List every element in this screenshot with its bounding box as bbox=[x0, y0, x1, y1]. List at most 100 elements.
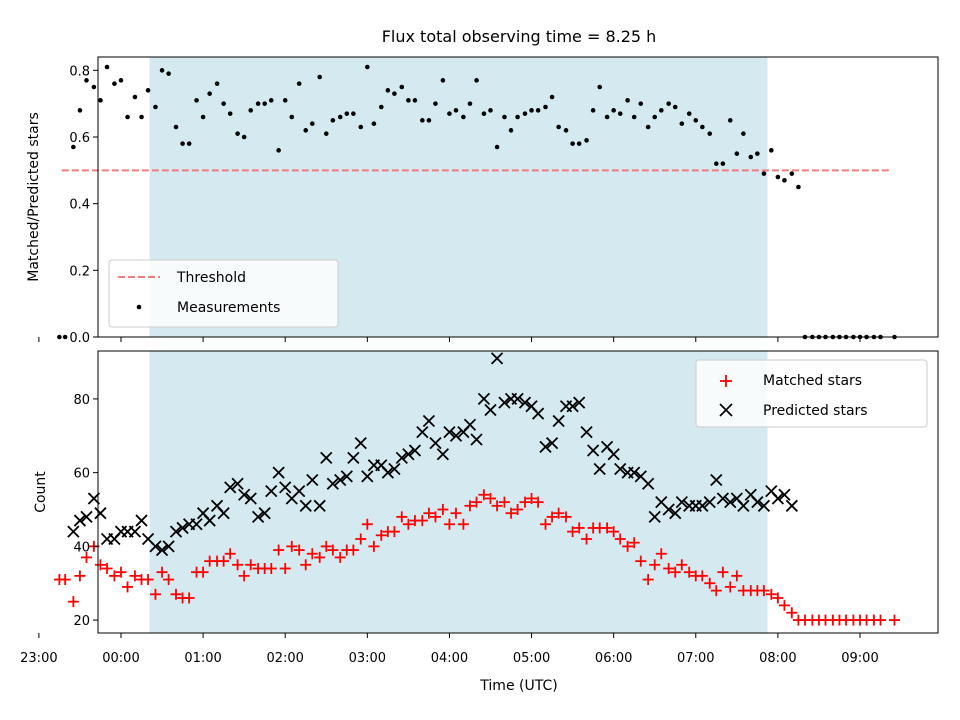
measurement-point bbox=[625, 98, 630, 103]
measurement-point bbox=[153, 104, 158, 110]
matched-point bbox=[361, 518, 373, 530]
matched-point bbox=[300, 559, 312, 571]
count-legend-box bbox=[695, 359, 928, 428]
measurement-point bbox=[221, 101, 226, 106]
measurement-point bbox=[241, 134, 247, 140]
measurement-point bbox=[529, 108, 534, 113]
matched-point bbox=[683, 566, 695, 578]
matched-point bbox=[642, 574, 654, 586]
matched-point bbox=[519, 496, 531, 508]
predicted-point bbox=[716, 492, 730, 505]
matched-point bbox=[115, 566, 127, 578]
matched-point bbox=[560, 511, 572, 523]
matched-point bbox=[327, 544, 339, 556]
measurement-point bbox=[194, 98, 199, 103]
matched-point bbox=[183, 592, 195, 604]
predicted-point bbox=[416, 425, 429, 439]
predicted-point bbox=[217, 507, 230, 520]
measurement-point bbox=[268, 98, 274, 103]
matched-point bbox=[355, 533, 367, 545]
measurement-point bbox=[755, 151, 760, 156]
measurement-point bbox=[337, 114, 343, 120]
matched-point bbox=[567, 526, 579, 538]
measurement-point bbox=[570, 141, 575, 146]
measurement-point bbox=[576, 141, 582, 146]
matched-point bbox=[704, 577, 716, 589]
panel-count-frame bbox=[97, 350, 939, 634]
measurement-point bbox=[679, 121, 685, 126]
predicted-point bbox=[771, 492, 785, 505]
measurement-point bbox=[713, 161, 719, 166]
predicted-point bbox=[162, 540, 175, 553]
predicted-point bbox=[320, 451, 333, 465]
measurement-point bbox=[125, 114, 130, 120]
predicted-point bbox=[757, 499, 771, 512]
matched-point bbox=[484, 492, 496, 504]
measurement-point bbox=[262, 101, 267, 106]
predicted-point bbox=[566, 400, 579, 413]
predicted-point bbox=[340, 470, 353, 483]
ratio-y-axis-label: Matched/Predicted stars bbox=[26, 112, 42, 282]
matched-point bbox=[375, 529, 387, 541]
matched-point bbox=[655, 548, 667, 560]
predicted-point bbox=[477, 392, 491, 406]
matched-point bbox=[526, 492, 538, 504]
matched-point bbox=[772, 592, 784, 604]
matched-point bbox=[314, 551, 326, 563]
matched-point bbox=[108, 570, 120, 582]
ratio-ytick-label: 0.8 bbox=[69, 64, 90, 79]
predicted-point bbox=[422, 414, 436, 428]
predicted-point bbox=[334, 473, 347, 487]
count-legend: Matched stars Predicted stars bbox=[695, 359, 928, 428]
measurement-point bbox=[522, 111, 528, 116]
measurement-point bbox=[502, 114, 507, 120]
matched-point bbox=[142, 574, 154, 586]
matched-point bbox=[532, 496, 544, 508]
measurement-point bbox=[255, 101, 261, 106]
predicted-point bbox=[443, 425, 456, 439]
count-ytick-label: 60 bbox=[73, 467, 90, 482]
count-y-axis-label: Count bbox=[33, 471, 49, 513]
measurement-point bbox=[399, 84, 405, 90]
measurement-point bbox=[276, 148, 281, 153]
matched-point bbox=[471, 496, 483, 508]
matched-point bbox=[423, 507, 435, 519]
predicted-point bbox=[67, 525, 80, 538]
measurement-point bbox=[330, 118, 336, 123]
matched-point bbox=[129, 570, 141, 582]
measurement-point bbox=[371, 121, 377, 126]
matched-point bbox=[717, 566, 729, 578]
matched-point bbox=[388, 526, 400, 538]
matched-point bbox=[156, 566, 168, 578]
matched-point bbox=[279, 562, 291, 574]
matched-point bbox=[218, 555, 230, 567]
xtick-label: 08:00 bbox=[759, 651, 796, 666]
predicted-point bbox=[408, 444, 422, 457]
predicted-point bbox=[490, 352, 504, 365]
predicted-point bbox=[586, 444, 600, 457]
measurement-point bbox=[461, 114, 466, 120]
predicted-point bbox=[511, 392, 524, 406]
predicted-point bbox=[347, 451, 360, 465]
predicted-point bbox=[169, 525, 183, 538]
predicted-point bbox=[703, 496, 716, 509]
matched-point bbox=[402, 518, 414, 530]
matched-point bbox=[778, 599, 790, 611]
measurement-point bbox=[180, 141, 185, 146]
matched-point bbox=[443, 518, 455, 530]
panel-ratio: 0.00.20.40.60.8 Matched/Predicted stars … bbox=[26, 56, 939, 346]
matched-point bbox=[573, 522, 585, 534]
predicted-point bbox=[80, 510, 93, 524]
xtick-label: 23:00 bbox=[20, 651, 57, 666]
legend-threshold-label: Threshold bbox=[176, 270, 246, 286]
matched-point bbox=[498, 496, 510, 508]
measurement-point bbox=[186, 141, 192, 146]
matched-point bbox=[581, 533, 593, 545]
predicted-point bbox=[381, 466, 394, 479]
measurement-point bbox=[235, 131, 240, 136]
measurement-point bbox=[474, 78, 479, 83]
matched-point bbox=[731, 570, 743, 582]
measurement-point bbox=[440, 78, 446, 83]
predicted-point bbox=[751, 496, 764, 509]
